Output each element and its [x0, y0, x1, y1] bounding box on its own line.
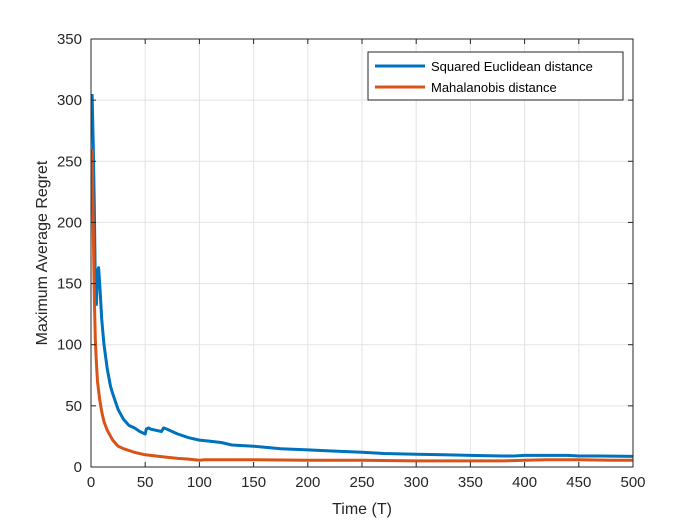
series-lines	[90, 93, 634, 463]
y-tick-label: 350	[57, 31, 82, 48]
legend-box	[367, 51, 624, 101]
y-axis-label: Maximum Average Regret	[34, 160, 51, 345]
x-tick-label: 400	[512, 474, 537, 491]
y-tick-label: 200	[57, 214, 82, 231]
y-tick-label: 100	[57, 337, 82, 354]
x-tick-label: 450	[566, 474, 591, 491]
legend-label-mahalanobis: Mahalanobis distance	[431, 80, 557, 95]
y-tick-label: 0	[74, 459, 82, 476]
x-tick-label: 150	[241, 474, 266, 491]
x-tick-label: 0	[87, 474, 95, 491]
x-tick-label: 50	[137, 474, 154, 491]
x-tick-label: 250	[349, 474, 374, 491]
y-tick-label: 300	[57, 92, 82, 109]
y-tick-label: 50	[65, 398, 82, 415]
x-tick-label: 350	[458, 474, 483, 491]
x-tick-label: 500	[620, 474, 645, 491]
y-tick-label: 150	[57, 276, 82, 293]
series-line-0	[90, 93, 634, 458]
x-tick-label: 100	[187, 474, 212, 491]
tick-labels: 0 50 100 150 200 250 300 350 400 450 500 0 50 100 150 2…	[57, 31, 646, 491]
axis-ticks	[90, 38, 634, 468]
series-line-1	[90, 149, 633, 463]
x-tick-label: 300	[404, 474, 429, 491]
legend: Squared Euclidean distance Mahalanobis d…	[367, 51, 624, 101]
y-tick-label: 250	[57, 153, 82, 170]
legend-label-euclidean: Squared Euclidean distance	[431, 59, 593, 74]
x-axis-label: Time (T)	[332, 501, 392, 518]
x-tick-label: 200	[295, 474, 320, 491]
